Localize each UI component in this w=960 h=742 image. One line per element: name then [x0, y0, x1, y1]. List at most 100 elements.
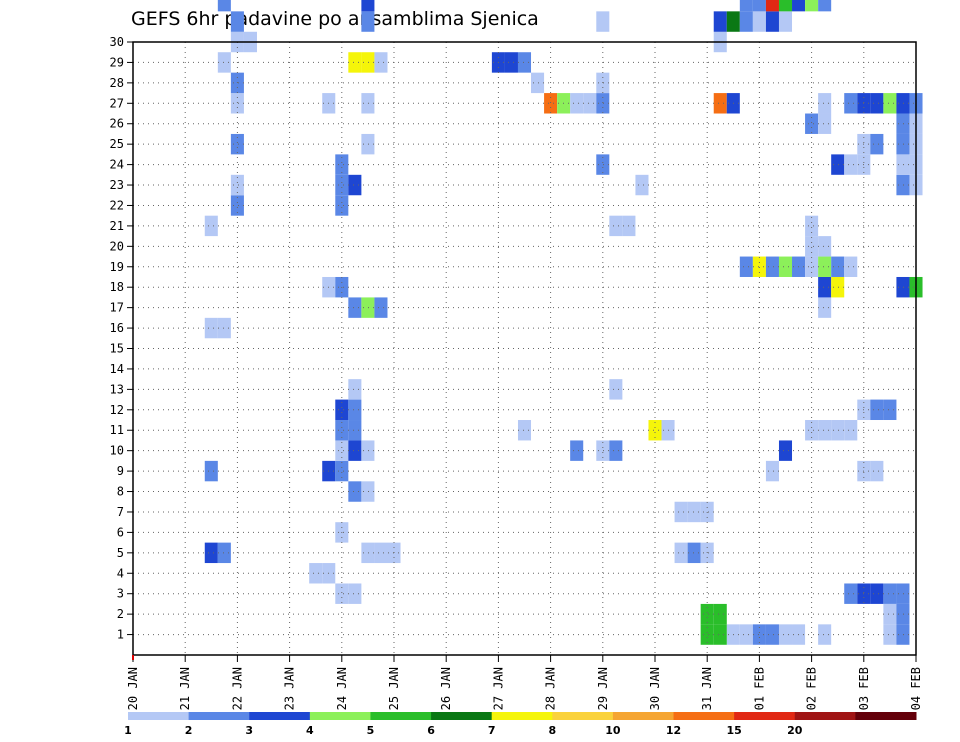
heatmap-cell [348, 481, 362, 502]
heatmap-cell [348, 174, 362, 196]
heatmap-cell [687, 501, 701, 523]
heatmap-cell [870, 583, 884, 604]
heatmap-cell [335, 583, 349, 604]
heatmap-cell [778, 440, 793, 461]
heatmap-cell [896, 603, 910, 625]
y-tick-label: 2 [117, 607, 124, 621]
colorbar-swatch [309, 712, 371, 720]
y-tick-label: 18 [110, 280, 124, 294]
heatmap-cell [818, 236, 832, 257]
y-tick-label: 8 [117, 485, 124, 499]
y-tick-label: 25 [110, 137, 124, 151]
heatmap-cell [674, 501, 688, 523]
heatmap-cell [883, 93, 897, 114]
heatmap-cell [700, 624, 714, 645]
heatmap-cell [309, 563, 323, 584]
heatmap-cell [713, 93, 727, 114]
heatmap-cell [844, 256, 858, 277]
heatmap-cell [335, 195, 349, 216]
x-tick-label: 26 JAN [439, 667, 453, 710]
y-tick-label: 24 [110, 158, 124, 172]
heatmap-cell [896, 276, 910, 298]
heatmap-cell [739, 0, 753, 12]
heatmap-cell [635, 174, 649, 196]
colorbar-label: 4 [306, 724, 314, 737]
y-tick-label: 15 [110, 342, 124, 356]
heatmap-cell [204, 542, 218, 564]
heatmap-cell [896, 583, 910, 604]
heatmap-cell [517, 52, 532, 73]
heatmap-cell [870, 460, 884, 482]
heatmap-cell [896, 174, 910, 196]
heatmap-cell [765, 256, 779, 277]
y-tick-label: 17 [110, 301, 124, 315]
heatmap-cell [896, 113, 910, 134]
heatmap-cell [217, 317, 231, 339]
heatmap-cell [739, 11, 753, 32]
heatmap-cell [596, 11, 610, 32]
heatmap-cell [818, 0, 832, 12]
heatmap-cell [204, 317, 218, 339]
heatmap-cell [361, 440, 375, 461]
heatmap-cell [831, 154, 845, 175]
y-tick-label: 21 [110, 219, 124, 233]
colorbar-label: 7 [488, 724, 496, 737]
heatmap-cell [752, 256, 766, 277]
y-tick-label: 22 [110, 198, 124, 212]
heatmap-cell [648, 420, 662, 441]
heatmap-cell [596, 154, 610, 175]
heatmap-cell [818, 93, 832, 114]
colorbar-label: 1 [124, 724, 132, 737]
heatmap-cell [713, 603, 727, 625]
heatmap-cell [217, 542, 231, 564]
colorbar-swatch [249, 712, 311, 720]
heatmap-cell [348, 399, 362, 421]
colorbar-label: 15 [726, 724, 741, 737]
colorbar-swatch [855, 712, 917, 720]
heatmap-cell [230, 195, 244, 216]
y-tick-label: 13 [110, 382, 124, 396]
heatmap-cell [844, 420, 858, 441]
x-tick-label: 02 FEB [805, 667, 819, 710]
colorbar: 1 2 3 4 5 6 7 8 10 12 15 20 [124, 712, 917, 737]
heatmap-cell [818, 276, 832, 298]
heatmap-cell [778, 624, 793, 645]
y-tick-label: 23 [110, 178, 124, 192]
colorbar-swatch [370, 712, 432, 720]
colorbar-swatch [188, 712, 250, 720]
heatmap-cell [348, 379, 362, 400]
heatmap-cell [792, 0, 806, 12]
heatmap-cell [870, 133, 884, 155]
y-tick-label: 11 [110, 423, 124, 437]
heatmap-cell [896, 93, 910, 114]
heatmap-cell [609, 440, 623, 461]
y-tick-label: 6 [117, 525, 124, 539]
heatmap-cell [570, 440, 584, 461]
colorbar-label: 2 [185, 724, 193, 737]
heatmap-cell [361, 481, 375, 502]
y-tick-label: 5 [117, 546, 124, 560]
heatmap-cell [752, 0, 766, 12]
y-tick-label: 14 [110, 362, 124, 376]
heatmap-cell [752, 11, 766, 32]
y-tick-label: 12 [110, 403, 124, 417]
heatmap-cell [361, 11, 375, 32]
heatmap-cell [700, 501, 714, 523]
x-tick-label: 21 JAN [178, 667, 192, 710]
heatmap-cell [778, 11, 793, 32]
heatmap-cell [596, 440, 610, 461]
heatmap-cell [230, 93, 244, 114]
colorbar-swatch [734, 712, 796, 720]
colorbar-label: 10 [605, 724, 621, 737]
x-tick-label: 22 JAN [230, 667, 244, 710]
colorbar-swatch [431, 712, 493, 720]
y-tick-label: 16 [110, 321, 124, 335]
heatmap-cell [818, 256, 832, 277]
heatmap-cell [739, 624, 753, 645]
heatmap-cell [818, 624, 832, 645]
heatmap-cell [778, 256, 793, 277]
heatmap-cell [896, 154, 910, 175]
x-tick-label: 04 FEB [909, 667, 923, 710]
heatmap-cell [335, 154, 349, 175]
